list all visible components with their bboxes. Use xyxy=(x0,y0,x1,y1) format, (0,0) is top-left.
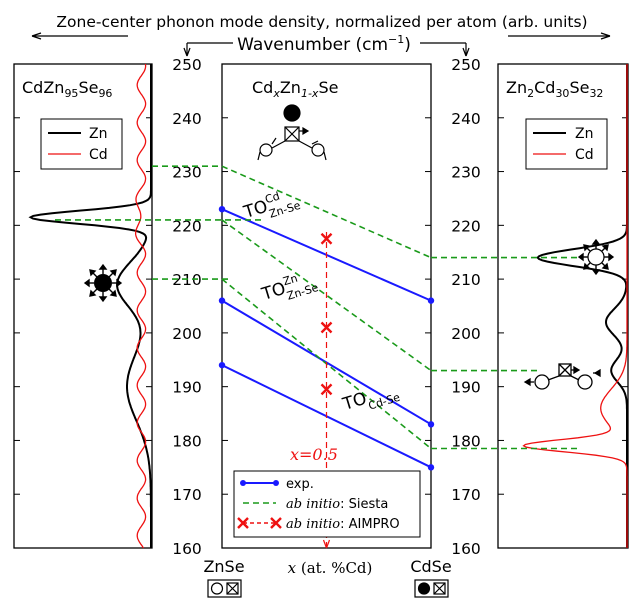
legend-exp: exp. xyxy=(286,477,314,492)
x-half-label: x=0.5 xyxy=(290,445,338,464)
tick-label: 210 xyxy=(451,271,481,289)
exp-point xyxy=(218,206,226,213)
legend-siesta: ab initio: Siesta xyxy=(286,497,388,512)
right-panel-frame xyxy=(497,63,629,549)
cdse-site-icon xyxy=(414,579,449,598)
aimpro-point xyxy=(320,232,333,245)
tick-label: 200 xyxy=(172,325,202,343)
siesta-line xyxy=(221,219,432,372)
exp-point xyxy=(218,297,226,304)
label-to-cd-se: TOCd-Se xyxy=(340,379,402,420)
aimpro-point xyxy=(320,321,333,334)
left-panel-frame xyxy=(13,63,153,549)
cd-in-zn-mode-icon xyxy=(257,104,327,161)
tick-label: 220 xyxy=(451,217,481,235)
tick-label: 220 xyxy=(172,217,202,235)
cd-density-curve xyxy=(134,63,147,549)
peak-guide-lines xyxy=(55,165,580,450)
center-panel-title: CdxZn1-xSe xyxy=(252,78,338,100)
right-legend-cd: Cd xyxy=(575,147,594,163)
tick-label: 240 xyxy=(451,110,481,128)
compound-znse: ZnSe xyxy=(203,557,244,576)
tick-label: 190 xyxy=(451,379,481,397)
exp-point xyxy=(218,361,226,369)
tick-label: 230 xyxy=(451,164,481,182)
right-legend: Zn Cd xyxy=(525,118,608,170)
exp-point xyxy=(427,421,435,428)
aimpro-point xyxy=(320,383,333,396)
cd-density-curve xyxy=(522,64,628,548)
tick-label: 250 xyxy=(172,56,202,74)
left-density-curves xyxy=(28,63,152,549)
cd-breathing-mode-icon xyxy=(577,238,615,276)
exp-point xyxy=(427,297,435,304)
tick-label: 180 xyxy=(451,432,481,450)
axis-tick-labels: 160 160 170 170 180 180 190 190 200 200 210 210 220 2… xyxy=(172,56,481,558)
figure-title: Zone-center phonon mode density, normali… xyxy=(56,13,587,31)
tick-label: 250 xyxy=(451,56,481,74)
label-to-cd-zn-se: TOCdZn-Se xyxy=(240,184,303,227)
tick-label: 160 xyxy=(172,540,202,558)
tick-label: 170 xyxy=(451,486,481,504)
right-density-curves xyxy=(522,64,628,548)
left-legend: Zn Cd xyxy=(40,118,123,170)
right-legend-zn: Zn xyxy=(575,126,593,142)
tick-label: 160 xyxy=(451,540,481,558)
right-panel-title: Zn2Cd30Se32 xyxy=(506,78,603,100)
left-legend-zn: Zn xyxy=(89,126,107,142)
label-to-zn-zn-se: TOZnZn-Se xyxy=(258,266,320,309)
left-legend-cd: Cd xyxy=(89,147,108,163)
exp-point xyxy=(427,464,435,471)
znse-site-icon xyxy=(207,579,242,598)
x-axis-label: x (at. %Cd) xyxy=(288,559,373,577)
header-arrows xyxy=(31,32,611,57)
axis-ticks xyxy=(14,117,628,495)
tick-label: 170 xyxy=(172,486,202,504)
center-legend: exp. ab initio: Siesta ab initio: AIMPRO xyxy=(233,470,421,538)
zn-density-curve xyxy=(28,64,152,548)
tick-label: 240 xyxy=(172,110,202,128)
cd-zn-stretch-mode-icon xyxy=(523,363,601,390)
compound-cdse: CdSe xyxy=(410,557,451,576)
legend-aimpro: ab initio: AIMPRO xyxy=(286,517,400,532)
siesta-line xyxy=(221,165,432,259)
tick-label: 230 xyxy=(172,164,202,182)
zn-breathing-mode-icon xyxy=(83,263,123,303)
left-panel-title: CdZn95Se96 xyxy=(22,78,112,100)
tick-label: 200 xyxy=(451,325,481,343)
tick-label: 190 xyxy=(172,379,202,397)
tick-label: 180 xyxy=(172,432,202,450)
wavenumber-label: Wavenumber (cm−1) xyxy=(237,33,411,55)
tick-label: 210 xyxy=(172,271,202,289)
aimpro-guide-arrow xyxy=(322,539,331,549)
